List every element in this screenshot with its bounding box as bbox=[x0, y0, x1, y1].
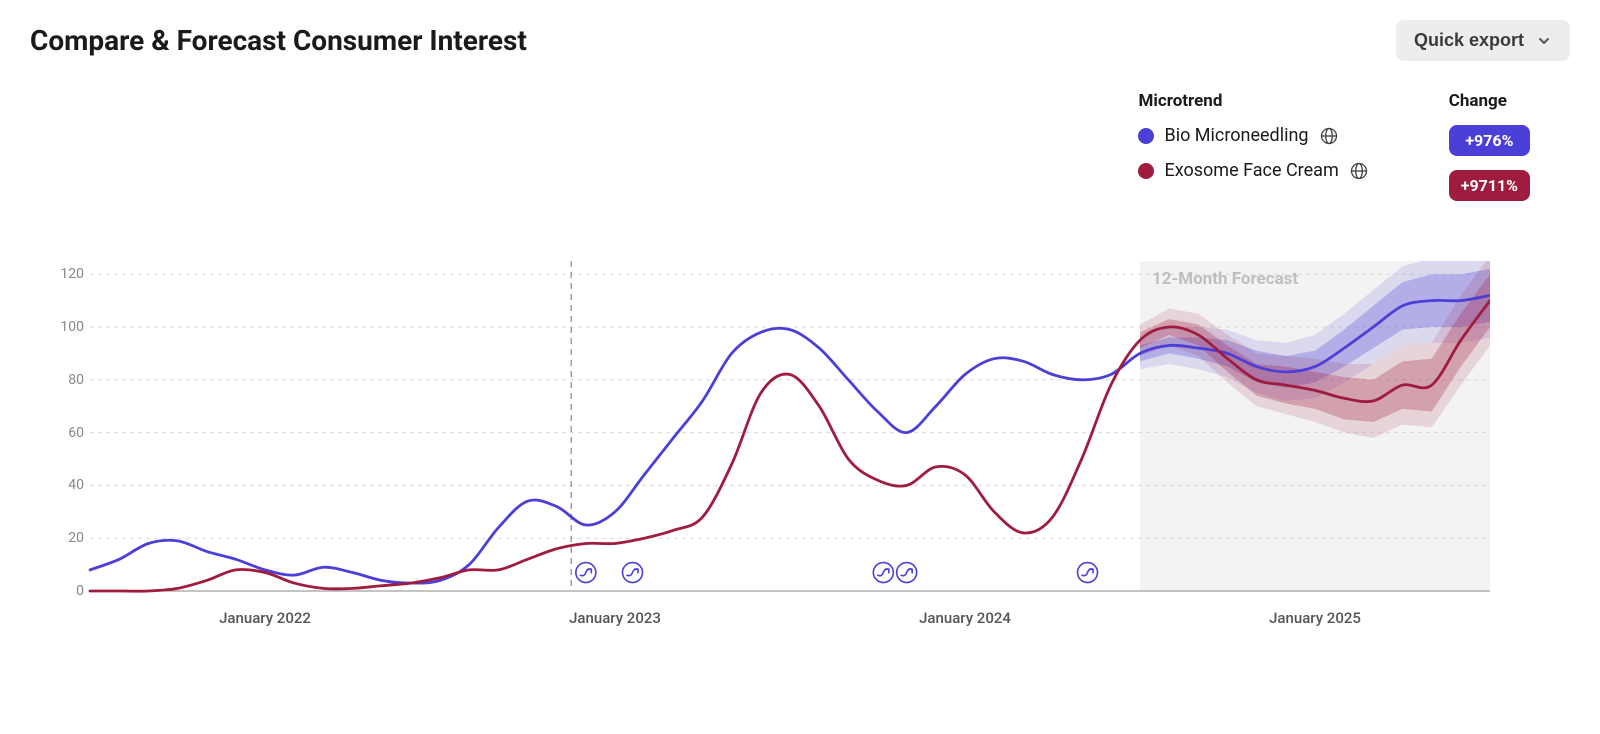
change-badge: +9711% bbox=[1449, 170, 1530, 201]
legend-change-header: Change bbox=[1449, 91, 1530, 111]
trend-chart: 020406080100120January 2022January 2023J… bbox=[30, 261, 1570, 601]
globe-icon bbox=[1319, 126, 1339, 146]
x-axis-tick-label: January 2022 bbox=[219, 609, 311, 627]
x-axis-tick-label: January 2024 bbox=[919, 609, 1011, 627]
chevron-down-icon bbox=[1536, 33, 1552, 49]
export-button-label: Quick export bbox=[1414, 30, 1524, 51]
quick-export-button[interactable]: Quick export bbox=[1396, 20, 1570, 61]
legend-change-column: Change +976% +9711% bbox=[1449, 91, 1530, 201]
y-axis-tick-label: 80 bbox=[50, 372, 84, 388]
x-axis-tick-label: January 2023 bbox=[569, 609, 661, 627]
page-title: Compare & Forecast Consumer Interest bbox=[30, 24, 527, 57]
y-axis-tick-label: 60 bbox=[50, 425, 84, 441]
y-axis-tick-label: 40 bbox=[50, 477, 84, 493]
y-axis-tick-label: 20 bbox=[50, 530, 84, 546]
legend-microtrend-column: Microtrend Bio Microneedling Exosome Fac… bbox=[1138, 91, 1368, 201]
legend-item-bio-microneedling[interactable]: Bio Microneedling bbox=[1138, 125, 1368, 146]
globe-icon bbox=[1349, 161, 1369, 181]
header-row: Compare & Forecast Consumer Interest Qui… bbox=[30, 20, 1570, 61]
legend-microtrend-header: Microtrend bbox=[1138, 91, 1368, 111]
x-axis-tick-label: January 2025 bbox=[1269, 609, 1361, 627]
legend-item-label: Exosome Face Cream bbox=[1164, 160, 1338, 181]
y-axis-tick-label: 120 bbox=[50, 266, 84, 282]
legend-dot-icon bbox=[1138, 163, 1154, 179]
legend-item-exosome-face-cream[interactable]: Exosome Face Cream bbox=[1138, 160, 1368, 181]
y-axis-tick-label: 100 bbox=[50, 319, 84, 335]
legend: Microtrend Bio Microneedling Exosome Fac… bbox=[30, 91, 1570, 201]
legend-item-label: Bio Microneedling bbox=[1164, 125, 1308, 146]
y-axis-tick-label: 0 bbox=[50, 583, 84, 599]
change-badge: +976% bbox=[1449, 125, 1530, 156]
legend-dot-icon bbox=[1138, 128, 1154, 144]
